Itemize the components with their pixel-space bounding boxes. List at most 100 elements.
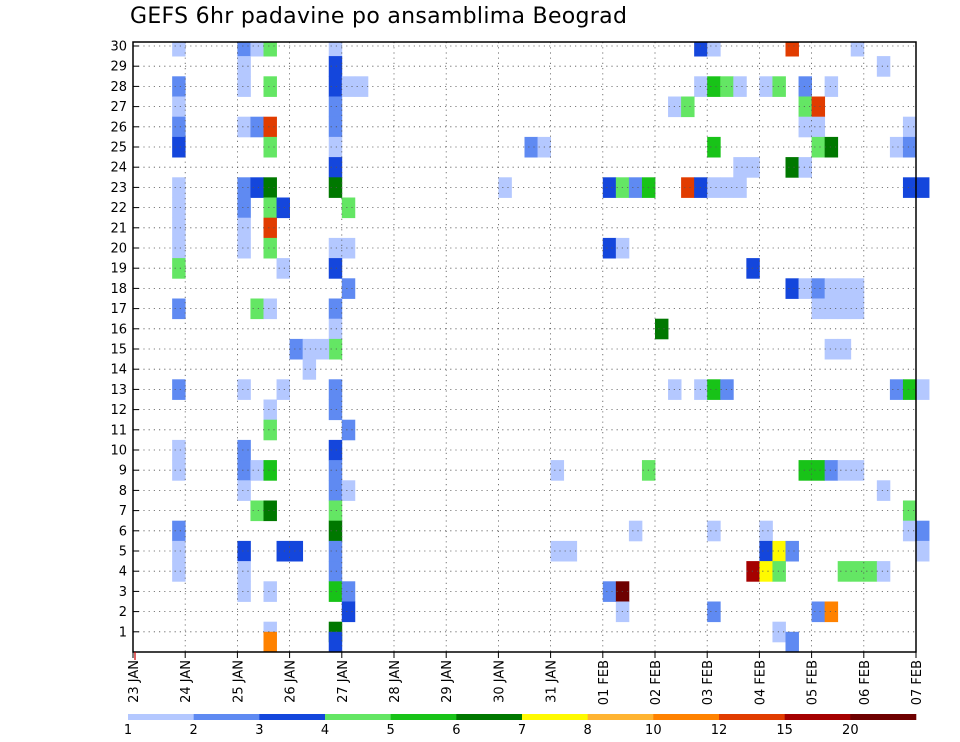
- heatmap-cell: [328, 480, 343, 501]
- colorbar-label: 15: [776, 723, 793, 738]
- y-tick-label: 26: [110, 120, 127, 135]
- x-tick-label: 29 JAN: [440, 660, 455, 703]
- heatmap-cell: [263, 500, 277, 522]
- heatmap-cells: [172, 42, 930, 653]
- heatmap-cell: [172, 197, 186, 219]
- heatmap-cell: [172, 540, 186, 562]
- colorbar-segment: [325, 714, 391, 720]
- heatmap-cell: [328, 500, 343, 522]
- heatmap-cell: [172, 96, 186, 118]
- heatmap-cell: [916, 540, 930, 562]
- y-tick-label: 3: [119, 585, 127, 600]
- heatmap-cell: [172, 439, 186, 461]
- heatmap-cell: [237, 197, 251, 219]
- heatmap-cell: [733, 76, 747, 97]
- heatmap-cell: [263, 298, 277, 320]
- heatmap-cell: [237, 439, 251, 461]
- heatmap-cell: [263, 581, 277, 602]
- heatmap-cell: [263, 217, 277, 239]
- heatmap-cell: [328, 318, 343, 340]
- heatmap-cell: [798, 460, 812, 481]
- heatmap-cell: [824, 460, 839, 481]
- heatmap-cell: [707, 42, 721, 57]
- y-tick-label: 8: [119, 484, 127, 499]
- heatmap-cell: [628, 177, 643, 198]
- colorbar-segment: [784, 714, 851, 720]
- heatmap-cell: [811, 278, 826, 299]
- heatmap-cell: [550, 460, 565, 481]
- y-tick-label: 24: [110, 161, 127, 176]
- heatmap-cell: [172, 460, 186, 481]
- heatmap-cell: [276, 197, 290, 219]
- colorbar-segment: [259, 714, 326, 720]
- heatmap-cell: [328, 42, 343, 57]
- heatmap-cell: [172, 136, 186, 158]
- x-tick-label: 02 FEB: [649, 660, 664, 705]
- heatmap-cell: [798, 278, 812, 299]
- y-tick-label: 9: [119, 464, 127, 479]
- colorbar-label: 7: [518, 723, 526, 738]
- y-axis-ticks: 1234567891011121314151617181920212223242…: [110, 40, 139, 640]
- x-tick-label: 07 FEB: [910, 660, 925, 705]
- heatmap-cell: [824, 136, 839, 158]
- heatmap-cell: [733, 177, 747, 198]
- colorbar-segment: [653, 714, 720, 720]
- heatmap-cell: [172, 520, 186, 542]
- heatmap-cell: [785, 157, 799, 178]
- heatmap-cell: [328, 338, 343, 360]
- colorbar-label: 12: [711, 723, 728, 738]
- y-tick-label: 27: [110, 100, 127, 115]
- colorbar-label: 8: [584, 723, 592, 738]
- heatmap-cell: [250, 116, 264, 138]
- colorbar-segment: [128, 714, 194, 720]
- heatmap-cell: [824, 278, 839, 299]
- colorbar-label: 5: [387, 723, 395, 738]
- x-tick-label: 23 JAN: [127, 660, 142, 703]
- heatmap-cell: [824, 338, 839, 360]
- heatmap-cell: [798, 116, 812, 138]
- heatmap-cell: [276, 540, 290, 562]
- x-tick-label: 05 FEB: [806, 660, 821, 705]
- heatmap-cell: [237, 177, 251, 198]
- heatmap-cell: [328, 631, 343, 653]
- heatmap-cell: [550, 540, 565, 562]
- heatmap-cell: [172, 298, 186, 320]
- heatmap-cell: [237, 217, 251, 239]
- heatmap-cell: [172, 116, 186, 138]
- heatmap-cell: [172, 217, 186, 239]
- heatmap-cell: [524, 136, 538, 158]
- y-tick-label: 25: [110, 141, 127, 156]
- heatmap-cell: [263, 177, 277, 198]
- heatmap-cell: [876, 561, 891, 582]
- heatmap-cell: [785, 278, 799, 299]
- y-tick-label: 11: [110, 423, 127, 438]
- heatmap-cell: [889, 136, 904, 158]
- heatmap-cell: [850, 298, 865, 320]
- colorbar-segment: [193, 714, 260, 720]
- heatmap-cell: [837, 338, 852, 360]
- y-tick-label: 20: [110, 242, 127, 257]
- y-tick-label: 16: [110, 322, 127, 337]
- heatmap-cell: [916, 177, 930, 198]
- x-tick-label: 24 JAN: [179, 660, 194, 703]
- heatmap-cell: [824, 601, 839, 623]
- y-tick-label: 28: [110, 80, 127, 95]
- x-tick-label: 25 JAN: [231, 660, 246, 703]
- heatmap-cell: [811, 460, 826, 481]
- heatmap-cell: [172, 76, 186, 97]
- heatmap-cell: [341, 76, 356, 97]
- heatmap-cell: [707, 136, 721, 158]
- heatmap-cell: [237, 480, 251, 501]
- heatmap-cell: [328, 116, 343, 138]
- heatmap-cell: [824, 76, 839, 97]
- heatmap-cell: [772, 561, 786, 582]
- heatmap-cell: [328, 520, 343, 542]
- heatmap-cell: [250, 460, 264, 481]
- heatmap-cell: [237, 581, 251, 602]
- heatmap-cell: [328, 177, 343, 198]
- heatmap-cell: [354, 76, 369, 97]
- heatmap-cell: [328, 237, 343, 259]
- heatmap-cell: [263, 76, 277, 97]
- heatmap-cell: [237, 237, 251, 259]
